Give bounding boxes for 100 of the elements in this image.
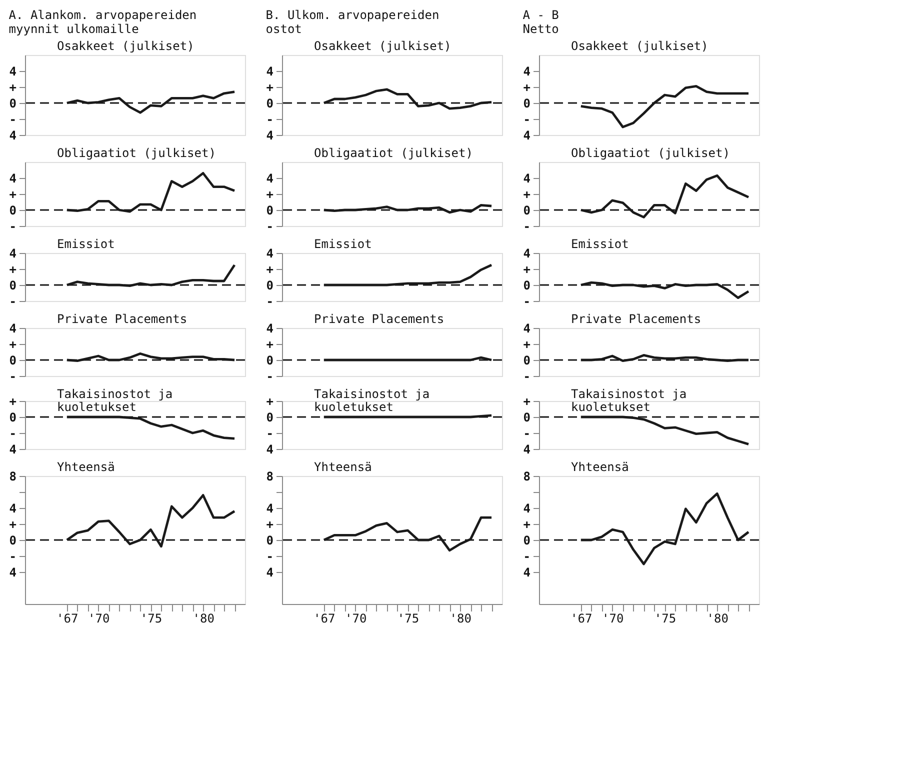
y-tick-label: 4: [523, 64, 530, 78]
x-tick-label: '80: [450, 612, 472, 626]
y-tick-label: -: [523, 220, 530, 234]
y-tick-label: 4: [9, 566, 16, 580]
annotation: Takaisinostot ja kuoletukset: [571, 387, 687, 414]
x-tick-label: '70: [344, 612, 367, 626]
text: Emissiot: [314, 237, 372, 251]
chart-title: B. Ulkom. arvopapereiden ostot: [266, 8, 440, 36]
y-tick-label: 4: [266, 172, 274, 186]
y-tick-label: 0: [523, 354, 530, 368]
text: Osakkeet (julkiset): [571, 39, 708, 53]
y-tick-label: +: [266, 394, 274, 408]
y-tick-label: -: [9, 294, 16, 308]
y-tick-label: +: [266, 80, 274, 94]
y-tick-label: +: [9, 518, 16, 532]
y-tick-label: 8: [266, 470, 274, 484]
x-tick-label: '70: [602, 612, 624, 626]
text: Yhteensä: [57, 460, 115, 474]
y-tick-label: 4: [523, 246, 530, 260]
text: Obligaatiot (julkiset): [57, 146, 216, 160]
y-tick-label: -: [266, 370, 274, 384]
y-tick-label: 4: [523, 502, 530, 516]
y-tick-label: +: [523, 80, 530, 94]
y-tick-label: 0: [266, 278, 274, 292]
y-tick-label: 4: [266, 64, 274, 78]
y-tick-label: -: [9, 370, 16, 384]
y-tick-label: 4: [9, 502, 16, 516]
chart-title: A - B Netto: [522, 8, 559, 36]
text: Private Placements: [57, 312, 188, 326]
annotation: Takaisinostot ja kuoletukset: [314, 387, 430, 414]
y-tick-label: +: [266, 338, 274, 352]
y-tick-label: 4: [9, 322, 16, 336]
y-tick-label: 0: [523, 410, 530, 424]
y-tick-label: 8: [523, 470, 530, 484]
y-tick-label: -: [266, 112, 274, 126]
y-tick-label: +: [523, 188, 530, 202]
y-tick-label: 4: [523, 566, 530, 580]
y-tick-label: 4: [9, 246, 16, 260]
x-tick-label: '80: [706, 612, 728, 626]
y-tick-label: 4: [523, 442, 530, 456]
y-tick-label: 4: [266, 322, 274, 336]
y-tick-label: +: [266, 518, 274, 532]
y-tick-label: -: [523, 294, 530, 308]
chart-title: A. Alankom. arvopapereiden myynnit ulkomaille: [8, 8, 197, 36]
y-tick-label: +: [266, 262, 274, 276]
y-tick-label: 0: [9, 410, 16, 424]
y-tick-label: -: [266, 294, 274, 308]
y-tick-label: +: [9, 338, 16, 352]
text: Emissiot: [571, 237, 629, 251]
x-tick-label: '67: [570, 612, 592, 626]
y-tick-label: +: [266, 188, 274, 202]
y-tick-label: -: [9, 426, 16, 440]
text: Obligaatiot (julkiset): [314, 146, 473, 160]
y-tick-label: +: [9, 394, 16, 408]
x-tick-label: '75: [140, 612, 162, 626]
text: Osakkeet (julkiset): [57, 39, 194, 53]
y-tick-label: 4: [266, 502, 274, 516]
y-tick-label: -: [9, 550, 16, 564]
y-tick-label: 4: [523, 322, 530, 336]
y-tick-label: -: [523, 112, 530, 126]
y-tick-label: 4: [9, 442, 16, 456]
y-tick-label: -: [266, 220, 274, 234]
y-tick-label: 0: [9, 278, 16, 292]
y-tick-label: +: [9, 188, 16, 202]
y-tick-label: 4: [266, 128, 274, 142]
y-tick-label: 4: [9, 172, 16, 186]
y-tick-label: 0: [266, 410, 274, 424]
y-tick-label: 4: [523, 128, 530, 142]
y-tick-label: +: [9, 262, 16, 276]
y-tick-label: 4: [523, 172, 530, 186]
y-tick-label: +: [9, 80, 16, 94]
y-tick-label: 0: [266, 204, 274, 218]
y-tick-label: -: [266, 426, 274, 440]
x-tick-label: '75: [654, 612, 676, 626]
y-tick-label: 0: [9, 204, 16, 218]
y-tick-label: 4: [9, 128, 16, 142]
y-tick-label: 8: [9, 470, 16, 484]
text: Osakkeet (julkiset): [314, 39, 452, 53]
y-tick-label: 0: [523, 96, 530, 110]
x-tick-label: '70: [88, 612, 110, 626]
y-tick-label: -: [9, 112, 16, 126]
y-tick-label: -: [9, 220, 16, 234]
y-tick-label: +: [523, 518, 530, 532]
y-tick-label: +: [523, 338, 530, 352]
y-tick-label: 0: [9, 96, 16, 110]
text: Private Placements: [314, 312, 444, 326]
y-tick-label: 0: [9, 354, 16, 368]
text: Yhteensä: [571, 460, 629, 474]
text: Emissiot: [57, 237, 115, 251]
y-tick-label: 0: [523, 534, 530, 548]
text: Obligaatiot (julkiset): [571, 146, 730, 160]
x-tick-label: '67: [314, 612, 336, 626]
y-tick-label: 0: [9, 534, 16, 548]
y-tick-label: 4: [266, 566, 274, 580]
y-tick-label: +: [523, 394, 530, 408]
x-tick-label: '80: [192, 612, 214, 626]
y-tick-label: 4: [266, 442, 274, 456]
text: Yhteensä: [314, 460, 372, 474]
y-tick-label: 0: [266, 354, 274, 368]
y-tick-label: +: [523, 262, 530, 276]
